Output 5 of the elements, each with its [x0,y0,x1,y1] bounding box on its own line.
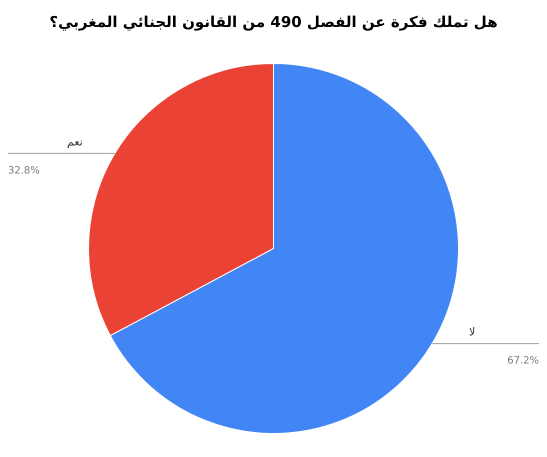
chart-title: هل تملك فكرة عن الفصل 490 من القانون الجنائي المغربي؟ [49,13,498,31]
slice-label: لا [469,326,476,339]
data-label: 67.2% [507,356,539,367]
data-label: 32.8% [8,165,40,176]
slice-label: نعم [67,135,83,148]
